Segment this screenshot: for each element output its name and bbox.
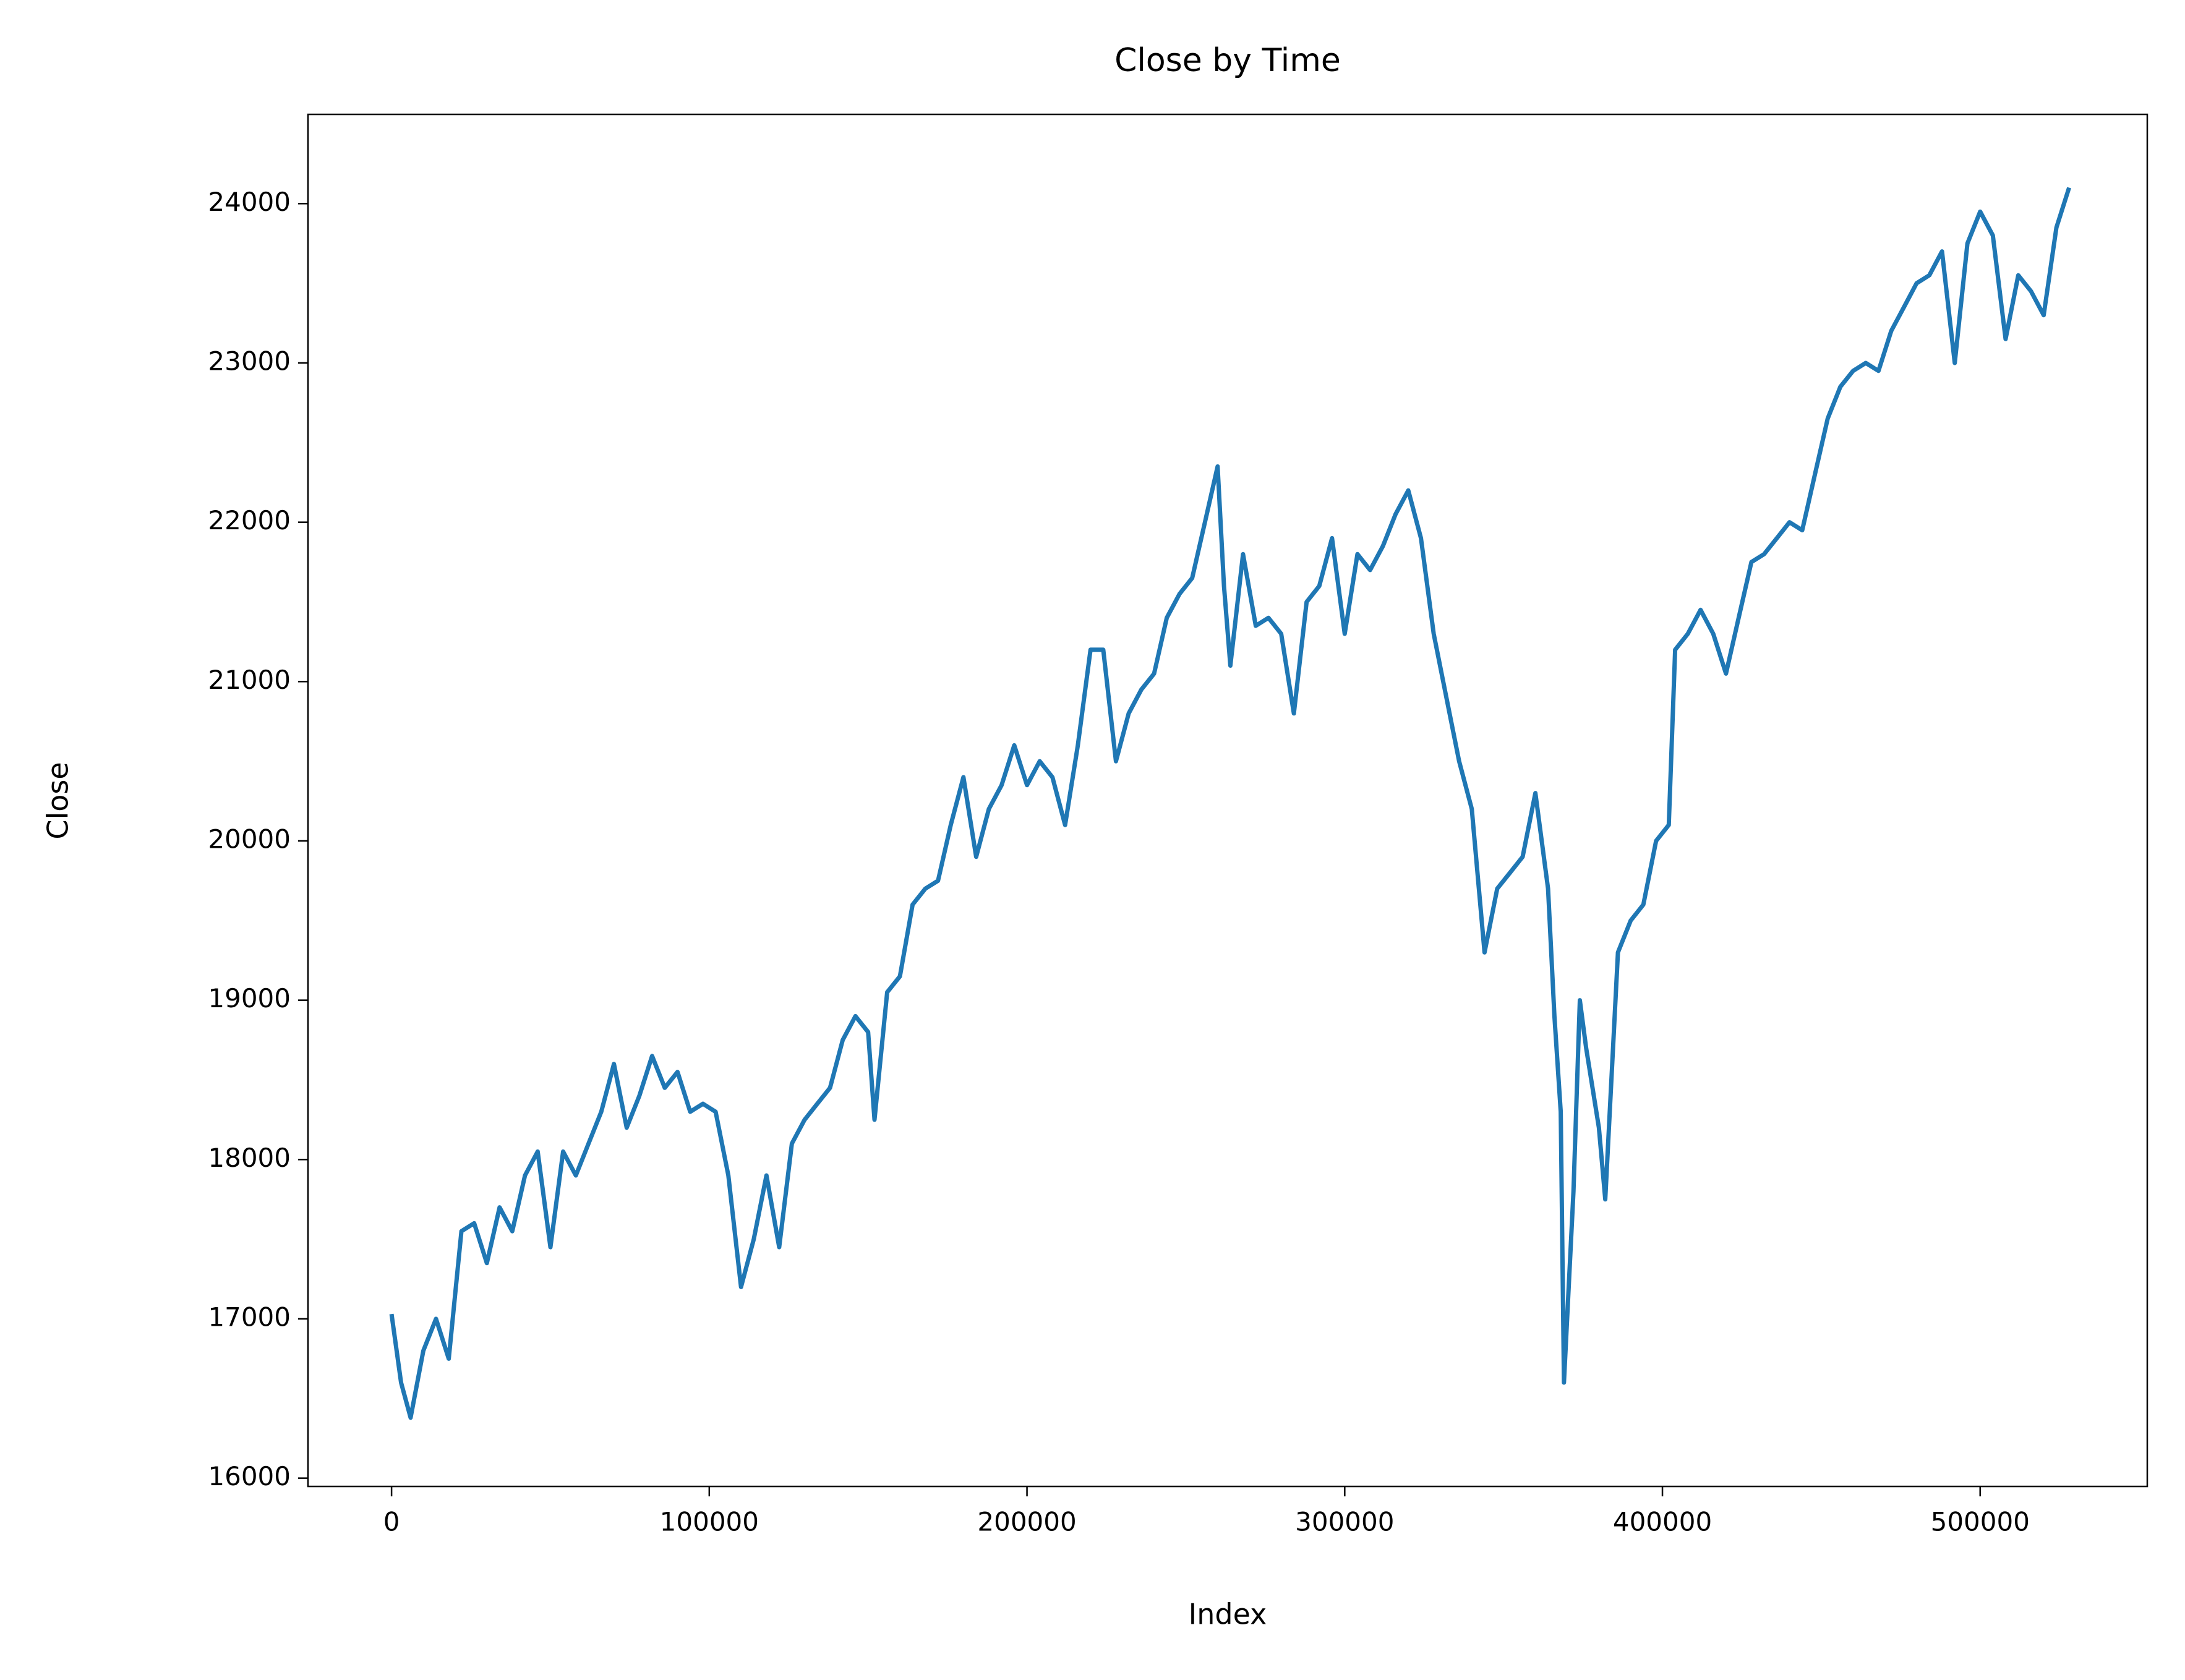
y-tick-label: 23000 (208, 346, 291, 376)
y-tick-label: 21000 (208, 665, 291, 695)
y-tick-label: 18000 (208, 1143, 291, 1173)
y-tick-label: 19000 (208, 983, 291, 1013)
y-axis-label: Close (41, 762, 75, 839)
y-tick-label: 24000 (208, 187, 291, 217)
line (389, 187, 2071, 1420)
x-tick-label: 200000 (977, 1507, 1076, 1537)
x-tick-label: 500000 (1931, 1507, 2030, 1537)
y-tick-label: 16000 (208, 1461, 291, 1491)
y-tick-label: 22000 (208, 505, 291, 535)
x-axis-label: Index (1189, 1598, 1267, 1631)
x-tick-label: 400000 (1613, 1507, 1712, 1537)
plot-frame (307, 113, 2149, 1488)
x-tick-label: 0 (383, 1507, 400, 1537)
x-tick-label: 100000 (660, 1507, 759, 1537)
x-tick-label: 300000 (1295, 1507, 1394, 1537)
y-tick-label: 17000 (208, 1302, 291, 1332)
y-tick-label: 20000 (208, 824, 291, 854)
chart-title: Close by Time (1114, 42, 1341, 79)
